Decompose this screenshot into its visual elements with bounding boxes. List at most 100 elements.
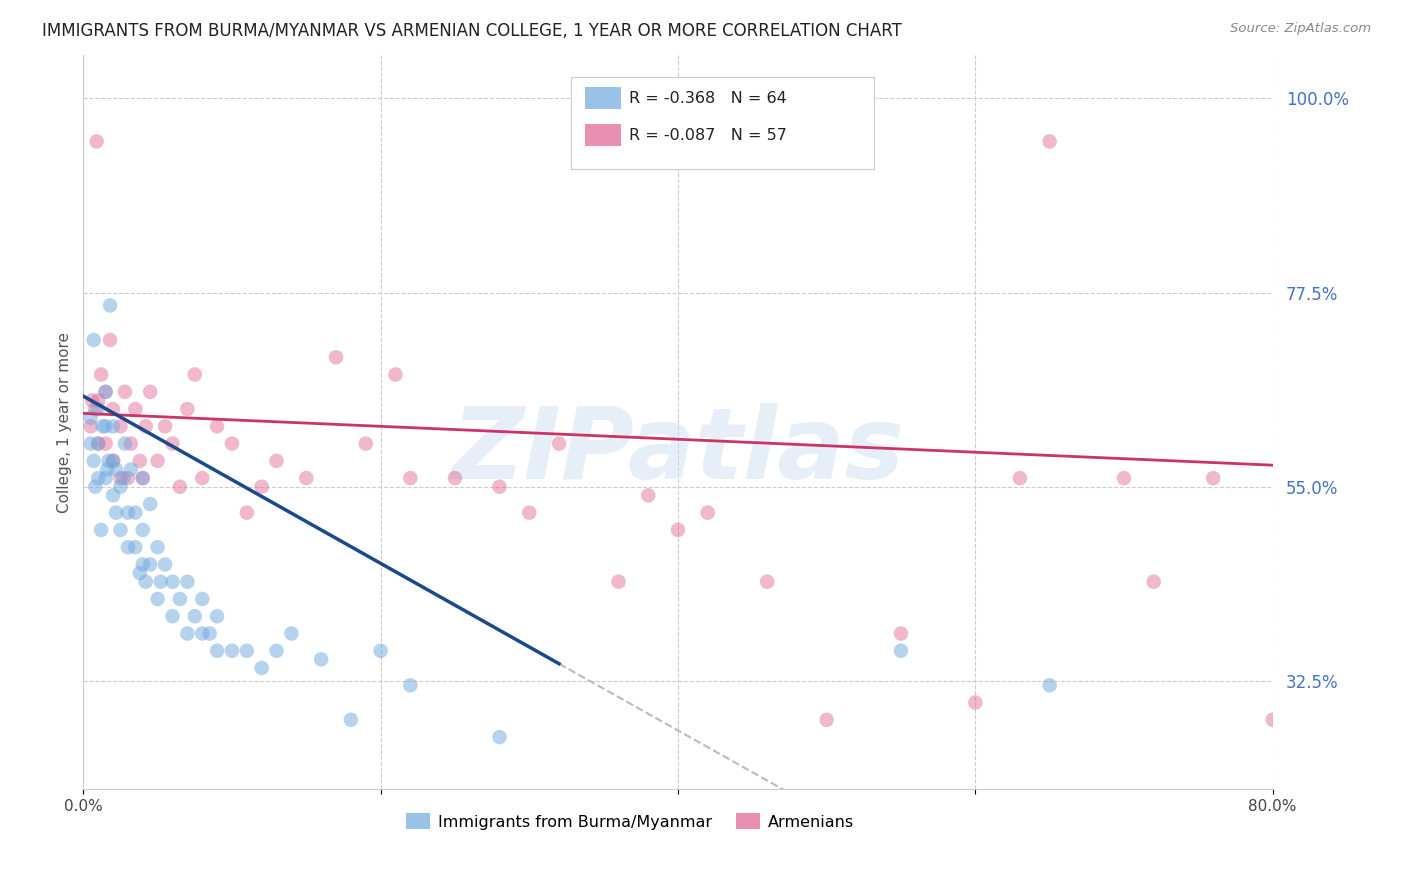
Point [120, 462, 142, 476]
Point [266, 644, 288, 658]
Point [132, 471, 155, 485]
Point [399, 678, 422, 692]
FancyBboxPatch shape [585, 124, 621, 146]
Point [132, 523, 155, 537]
Point [1112, 471, 1135, 485]
Point [101, 488, 124, 502]
Point [191, 626, 214, 640]
Point [82, 393, 104, 408]
Point [176, 626, 198, 640]
Point [890, 626, 912, 640]
Text: IMMIGRANTS FROM BURMA/MYANMAR VS ARMENIAN COLLEGE, 1 YEAR OR MORE CORRELATION CH: IMMIGRANTS FROM BURMA/MYANMAR VS ARMENIA… [42, 22, 903, 40]
Point [94, 419, 117, 434]
Point [1143, 574, 1166, 589]
Point [266, 454, 288, 468]
Point [98, 298, 121, 312]
Point [607, 574, 630, 589]
Point [176, 402, 198, 417]
Point [97, 454, 120, 468]
Text: ZIPatlas: ZIPatlas [451, 403, 904, 500]
Point [90, 368, 112, 382]
Point [83, 454, 105, 468]
Point [162, 436, 184, 450]
Point [1261, 713, 1284, 727]
Point [169, 591, 191, 606]
Point [86, 135, 108, 149]
Point [87, 436, 110, 450]
Point [250, 480, 273, 494]
Point [488, 730, 510, 744]
Point [124, 402, 146, 417]
Point [309, 652, 332, 666]
Point [191, 591, 214, 606]
Point [80, 419, 103, 434]
Point [399, 471, 422, 485]
Point [1039, 135, 1062, 149]
Point [117, 506, 139, 520]
Point [80, 436, 103, 450]
Point [124, 506, 146, 520]
Point [94, 436, 117, 450]
Point [91, 419, 114, 434]
Point [135, 574, 157, 589]
Point [98, 333, 121, 347]
Point [135, 419, 157, 434]
Point [128, 454, 150, 468]
Point [128, 566, 150, 580]
Point [1008, 471, 1031, 485]
Point [124, 540, 146, 554]
Point [517, 506, 540, 520]
Point [87, 393, 110, 408]
Point [146, 540, 169, 554]
Point [117, 471, 139, 485]
Point [132, 471, 155, 485]
Point [114, 384, 136, 399]
Point [340, 713, 363, 727]
Point [110, 523, 132, 537]
Point [110, 419, 132, 434]
Point [94, 384, 117, 399]
Point [370, 644, 392, 658]
Point [1202, 471, 1225, 485]
Point [139, 384, 162, 399]
Point [153, 558, 176, 572]
Point [120, 436, 142, 450]
Point [101, 402, 124, 417]
Point [101, 454, 124, 468]
Point [101, 454, 124, 468]
Point [114, 436, 136, 450]
Point [815, 713, 838, 727]
Point [169, 480, 191, 494]
Point [87, 436, 110, 450]
Point [890, 644, 912, 658]
Point [444, 471, 467, 485]
Point [325, 351, 347, 365]
Point [90, 523, 112, 537]
Point [221, 644, 243, 658]
Point [236, 644, 259, 658]
Y-axis label: College, 1 year or more: College, 1 year or more [58, 332, 72, 513]
Point [162, 609, 184, 624]
Text: R = -0.368   N = 64: R = -0.368 N = 64 [630, 91, 787, 106]
Point [205, 609, 228, 624]
Point [384, 368, 406, 382]
FancyBboxPatch shape [571, 77, 875, 169]
Point [236, 506, 259, 520]
Point [280, 626, 302, 640]
Point [149, 574, 172, 589]
Point [83, 333, 105, 347]
Point [84, 480, 107, 494]
Point [1039, 678, 1062, 692]
Point [105, 506, 128, 520]
Text: R = -0.087   N = 57: R = -0.087 N = 57 [630, 128, 787, 143]
FancyBboxPatch shape [585, 87, 621, 110]
Point [84, 402, 107, 417]
Point [94, 471, 117, 485]
Point [756, 574, 779, 589]
Point [153, 419, 176, 434]
Point [250, 661, 273, 675]
Text: Source: ZipAtlas.com: Source: ZipAtlas.com [1230, 22, 1371, 36]
Point [146, 591, 169, 606]
Point [139, 558, 162, 572]
Point [205, 644, 228, 658]
